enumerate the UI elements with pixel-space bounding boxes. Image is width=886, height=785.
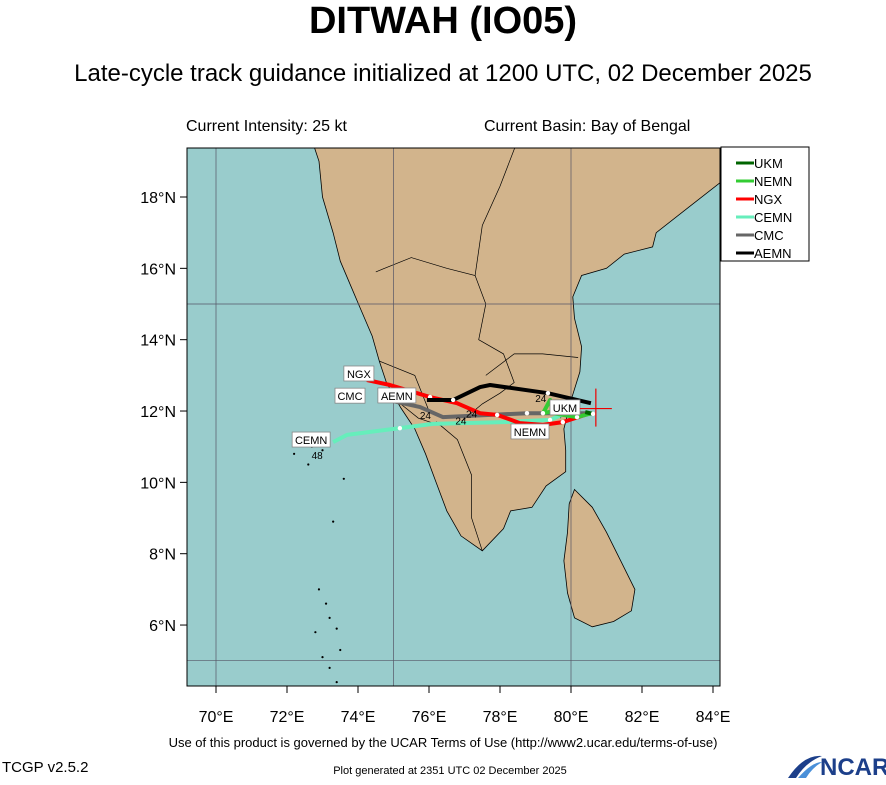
track-label-box — [549, 399, 581, 416]
ncar-logo-icon — [788, 755, 822, 778]
sri-lanka-landmass — [563, 488, 636, 628]
legend-label-nemn: NEMN — [754, 174, 792, 189]
island-dot — [335, 681, 338, 684]
island-dot — [339, 648, 342, 652]
track-point — [494, 412, 500, 418]
track-aemn — [426, 383, 592, 406]
track-label-box — [343, 365, 375, 382]
island-dot — [332, 520, 335, 523]
forecast-hour-label: 24 — [420, 411, 432, 422]
track-label-box — [510, 423, 550, 440]
lat-tick-label: 14°N — [140, 333, 176, 350]
map-frame — [186, 147, 721, 687]
legend-label-cemn: CEMN — [754, 210, 792, 225]
forecast-hour-label: 24 — [455, 417, 467, 428]
lon-tick-label: 80°E — [554, 709, 589, 726]
island-dot — [307, 463, 310, 466]
legend-label-cmc: CMC — [754, 228, 784, 243]
island-dot — [314, 631, 317, 634]
island-dot — [335, 627, 338, 630]
storm-title: DITWAH (IO05) — [308, 0, 578, 42]
current-intensity: Current Intensity: 25 kt — [186, 118, 347, 135]
lat-tick-label: 12°N — [140, 404, 176, 421]
island-dot — [321, 656, 324, 659]
lon-tick-label: 74°E — [341, 709, 376, 726]
legend-label-aemn: AEMN — [754, 246, 792, 261]
lon-tick-label: 70°E — [199, 709, 234, 726]
track-point — [574, 414, 580, 420]
track-label-box — [291, 431, 331, 448]
island-dot — [328, 666, 331, 669]
current-basin: Current Basin: Bay of Bengal — [484, 118, 691, 135]
state-borders — [375, 148, 579, 551]
version-label: TCGP v2.5.2 — [2, 759, 89, 776]
axes: 70°E 72°E 74°E 76°E 78°E 80°E 82°E 84°E 6°N 8°N 10… — [140, 190, 730, 726]
track-point — [397, 425, 403, 431]
lat-tick-label: 10°N — [140, 475, 176, 492]
track-label-text: UKM — [553, 403, 577, 415]
plot-generated: Plot generated at 2351 UTC 02 December 2… — [333, 765, 567, 777]
lon-tick-label: 78°E — [483, 709, 518, 726]
subtitle: Late-cycle track guidance initialized at… — [74, 60, 812, 87]
forecast-hour-label: 48 — [312, 451, 324, 462]
track-label-text: CEMN — [295, 435, 327, 447]
legend-label-ukm: UKM — [754, 156, 783, 171]
track-label-ukm: UKM — [549, 399, 581, 416]
ncar-logo: NCAR — [786, 752, 886, 781]
track-label-cmc: CMC — [334, 387, 366, 404]
island-dot — [342, 477, 345, 480]
legend: UKM NEMN NGX CEMN CMC AEMN — [720, 146, 810, 262]
india-landmass — [314, 148, 720, 552]
track-label-box — [334, 387, 366, 404]
track-label-aemn: AEMN — [377, 387, 417, 404]
track-label-nemn: NEMN — [510, 423, 550, 440]
track-point — [540, 410, 546, 416]
lat-tick-label: 16°N — [140, 261, 176, 278]
legend-box — [720, 146, 810, 262]
track-label-text: AEMN — [381, 391, 413, 403]
island-dot — [317, 588, 321, 591]
terms-of-use[interactable]: Use of this product is governed by the U… — [168, 735, 718, 750]
track-point — [545, 390, 551, 396]
forecast-hour-label: 24 — [466, 409, 478, 420]
track-point — [450, 397, 456, 403]
forecast-hour-label: 24 — [535, 394, 547, 405]
lon-tick-label: 82°E — [625, 709, 660, 726]
track-point — [560, 419, 566, 425]
track-label-box — [377, 387, 417, 404]
track-label-text: CMC — [337, 391, 362, 403]
ncar-logo-text: NCAR — [820, 754, 886, 781]
track-label-text: NGX — [347, 369, 372, 381]
track-point — [524, 410, 530, 416]
track-labels: CEMN CMC NGX AEMN NEMN UKM — [291, 365, 581, 448]
lat-tick-label: 18°N — [140, 190, 176, 207]
island-dot — [328, 616, 331, 620]
island-dot — [324, 602, 328, 605]
lon-tick-label: 84°E — [696, 709, 731, 726]
storm-position-marker — [579, 388, 612, 427]
track-point — [590, 411, 596, 417]
track-label-ngx: NGX — [343, 365, 375, 382]
track-point — [547, 417, 553, 423]
lon-tick-label: 76°E — [412, 709, 447, 726]
island-dot — [293, 452, 296, 455]
lon-tick-label: 72°E — [270, 709, 305, 726]
island-dot — [321, 449, 324, 452]
legend-label-ngx: NGX — [754, 192, 783, 207]
lat-tick-label: 8°N — [149, 547, 176, 564]
track-label-text: NEMN — [514, 427, 546, 439]
track-label-cemn: CEMN — [291, 431, 331, 448]
lat-tick-label: 6°N — [149, 618, 176, 635]
